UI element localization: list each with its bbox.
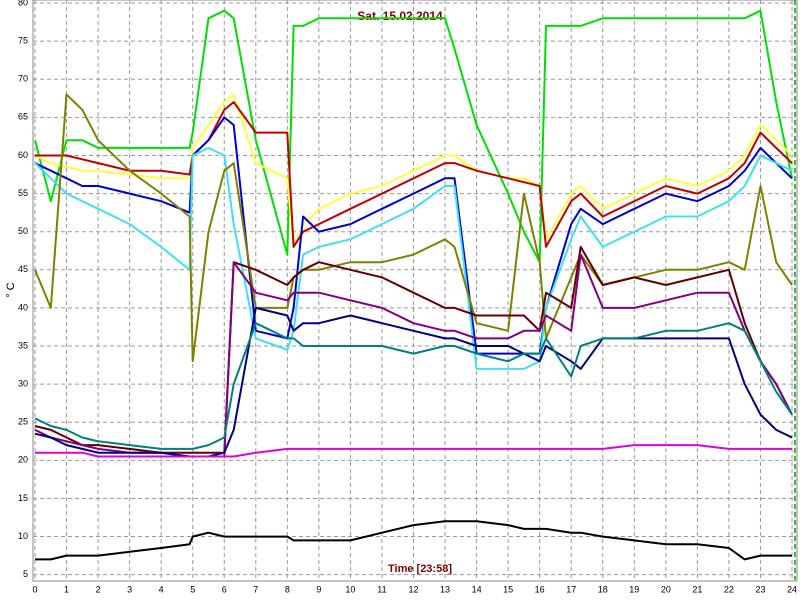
x-tick-label: 17 (566, 584, 576, 594)
y-tick-label: 20 (18, 455, 28, 465)
series-line (35, 444, 792, 458)
y-tick-label: 60 (18, 150, 28, 160)
y-tick-label: 45 (18, 264, 28, 274)
series-line (34, 146, 793, 370)
x-tick-label: 20 (661, 584, 671, 594)
x-tick-label: 23 (755, 584, 765, 594)
x-tick-label: 0 (32, 584, 37, 594)
series-line (34, 93, 793, 248)
x-tick-label: 19 (629, 584, 639, 594)
x-tick-label: 2 (96, 584, 101, 594)
series-line (34, 322, 793, 450)
y-tick-label: 25 (18, 417, 28, 427)
y-tick-label: 65 (18, 112, 28, 122)
y-tick-label: 75 (18, 36, 28, 46)
x-tick-label: 5 (190, 584, 195, 594)
x-tick-label: 12 (408, 584, 418, 594)
x-tick-label: 11 (377, 584, 386, 594)
x-tick-label: 9 (316, 584, 321, 594)
x-tick-label: 4 (159, 584, 164, 594)
series-line (34, 116, 793, 355)
series-line (35, 101, 793, 248)
chart-title: Sat. 15.02.2014 (357, 9, 443, 23)
x-tick-label: 10 (345, 584, 355, 594)
x-tick-label: 6 (222, 584, 227, 594)
x-tick-label: 1 (64, 584, 69, 594)
y-tick-label: 55 (18, 188, 28, 198)
y-tick-label: 10 (18, 531, 28, 541)
series-line (34, 9, 793, 264)
x-tick-label: 14 (472, 584, 482, 594)
y-tick-label: 30 (18, 379, 28, 389)
y-tick-label: 40 (18, 302, 28, 312)
x-tick-label: 15 (503, 584, 513, 594)
y-tick-label: 5 (23, 569, 28, 579)
y-tick-label: 80 (18, 0, 28, 7)
y-tick-label: 50 (18, 226, 28, 236)
x-tick-label: 22 (724, 584, 734, 594)
y-tick-label: 70 (18, 74, 28, 84)
x-tick-label: 16 (535, 584, 545, 594)
x-tick-label: 13 (440, 584, 450, 594)
x-tick-label: 7 (253, 584, 258, 594)
series-line (34, 306, 793, 458)
series-line (34, 93, 793, 363)
y-axis-label: ° C (5, 282, 17, 297)
x-tick-label: 18 (598, 584, 608, 594)
x-tick-label: 8 (285, 584, 290, 594)
y-tick-label: 35 (18, 340, 28, 350)
x-tick-label: 21 (692, 584, 702, 594)
x-tick-label: 3 (127, 584, 132, 594)
x-axis-label: Time [23:58] (388, 563, 452, 575)
y-tick-label: 15 (18, 493, 28, 503)
series-line (35, 520, 792, 561)
x-tick-label: 24 (787, 584, 797, 594)
plot-frame (32, 0, 798, 582)
